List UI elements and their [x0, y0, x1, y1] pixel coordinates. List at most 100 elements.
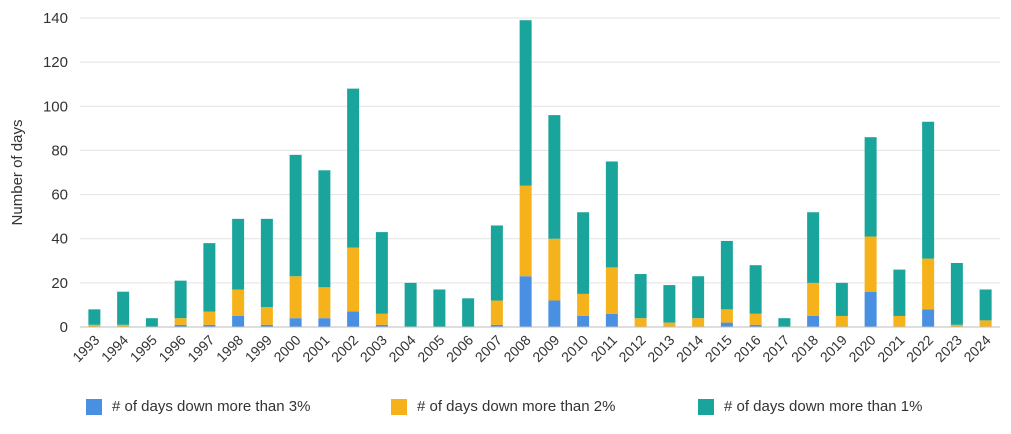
y-tick-label: 0	[60, 319, 68, 336]
bar-segment-1995-s2	[145, 318, 158, 327]
bar-segment-2000-s1	[289, 276, 302, 319]
bar-segment-2011-s2	[605, 161, 618, 268]
bar-segment-1996-s2	[174, 280, 187, 319]
bar-segment-2003-s1	[375, 313, 388, 325]
bar-segment-2003-s2	[375, 232, 388, 314]
x-tick-label: 2017	[759, 332, 792, 365]
x-tick-label: 2021	[874, 332, 907, 365]
bar-segment-1999-s1	[260, 307, 273, 325]
bar-segment-2008-s1	[519, 185, 532, 277]
x-tick-label: 2015	[702, 332, 735, 365]
bar-segment-1996-s0	[174, 324, 187, 327]
x-tick-label: 2004	[385, 332, 418, 365]
x-tick-label: 2016	[730, 332, 763, 365]
bar-segment-2008-s0	[519, 276, 532, 327]
x-tick-label: 2008	[500, 332, 533, 365]
bar-segment-2009-s2	[548, 115, 561, 239]
y-tick-label: 20	[51, 275, 68, 292]
x-tick-label: 2022	[903, 332, 936, 365]
x-tick-label: 1999	[242, 332, 275, 365]
x-tick-label: 2010	[558, 332, 591, 365]
legend-label-1pct: # of days down more than 1%	[724, 398, 923, 415]
bar-segment-2007-s2	[490, 225, 503, 301]
bar-segment-2013-s1	[663, 322, 676, 327]
x-tick-label: 2018	[788, 332, 821, 365]
legend: # of days down more than 3% # of days do…	[0, 398, 1011, 422]
x-tick-label: 2007	[472, 332, 505, 365]
x-tick-label: 2011	[587, 332, 620, 365]
bar-segment-2008-s2	[519, 20, 532, 186]
bar-segment-2019-s1	[835, 315, 848, 327]
bar-segment-2010-s1	[577, 293, 590, 316]
y-tick-label: 120	[43, 54, 68, 71]
bar-segment-1996-s1	[174, 318, 187, 325]
bar-segment-2024-s1	[979, 320, 992, 327]
bar-segment-2023-s1	[950, 324, 963, 327]
x-tick-label: 2019	[817, 332, 850, 365]
legend-label-3pct: # of days down more than 3%	[112, 398, 311, 415]
bar-segment-2011-s0	[605, 313, 618, 327]
bar-segment-1997-s0	[203, 324, 216, 327]
bar-segment-2001-s2	[318, 170, 331, 288]
bar-segment-2015-s1	[720, 309, 733, 323]
bar-segment-2009-s0	[548, 300, 561, 327]
x-tick-label: 2009	[529, 332, 562, 365]
bar-segment-2020-s2	[864, 137, 877, 237]
bar-segment-2014-s1	[692, 318, 705, 327]
bar-segment-2016-s1	[749, 313, 762, 325]
legend-swatch-1pct	[698, 398, 714, 415]
bar-segment-2005-s2	[433, 289, 446, 327]
x-tick-label: 1997	[184, 332, 217, 365]
bar-segment-2015-s2	[720, 240, 733, 310]
bar-segment-1999-s2	[260, 218, 273, 308]
bar-segment-2014-s2	[692, 276, 705, 319]
bar-segment-2022-s2	[922, 121, 935, 259]
bar-segment-2016-s2	[749, 265, 762, 314]
bar-segment-2002-s0	[347, 311, 360, 327]
bar-segment-2010-s0	[577, 315, 590, 327]
legend-item-1pct: # of days down more than 1%	[698, 398, 922, 415]
x-tick-label: 2003	[357, 332, 390, 365]
gridlines	[80, 17, 1000, 284]
x-tick-label: 1998	[213, 332, 246, 365]
bar-segment-1998-s0	[232, 315, 245, 327]
x-tick-label: 2014	[673, 332, 706, 365]
x-tick-label: 2020	[845, 332, 878, 365]
bar-segment-2001-s1	[318, 287, 331, 319]
bar-segment-2017-s2	[778, 318, 791, 327]
bar-segment-2007-s0	[490, 324, 503, 327]
x-tick-label: 2024	[960, 332, 993, 365]
bar-segment-2020-s1	[864, 236, 877, 292]
bar-segment-2012-s1	[634, 318, 647, 327]
bar-segment-1994-s2	[117, 291, 130, 325]
bar-segment-2022-s1	[922, 258, 935, 310]
x-tick-label: 2001	[299, 332, 332, 365]
bar-segment-2001-s0	[318, 318, 331, 327]
x-tick-label: 2002	[328, 332, 361, 365]
bar-segment-2000-s0	[289, 318, 302, 327]
legend-item-2pct: # of days down more than 2%	[391, 398, 615, 415]
y-tick-label: 100	[43, 98, 68, 115]
x-tick-label: 2023	[932, 332, 965, 365]
y-axis-label: Number of days	[9, 120, 26, 226]
bar-segment-1993-s1	[88, 324, 101, 327]
bar-segment-2018-s0	[807, 315, 820, 327]
bar-segment-1993-s2	[88, 309, 101, 325]
x-tick-label: 2013	[644, 332, 677, 365]
bar-segment-1997-s1	[203, 311, 216, 325]
bar-segment-1994-s1	[117, 324, 130, 327]
legend-swatch-3pct	[86, 398, 102, 415]
bar-segment-1998-s2	[232, 218, 245, 290]
bar-segment-2018-s1	[807, 282, 820, 316]
y-axis-ticks: 0 20 40 60 80 100 120 140	[43, 10, 68, 336]
y-tick-label: 80	[51, 142, 68, 159]
y-tick-label: 40	[51, 231, 68, 248]
bar-segment-2015-s0	[720, 322, 733, 327]
bar-segment-2002-s2	[347, 88, 360, 248]
bar-segment-1999-s0	[260, 324, 273, 327]
bar-segment-2000-s2	[289, 154, 302, 277]
bar-segment-2006-s2	[462, 298, 475, 327]
x-axis-ticks: 1993199419951996199719981999200020012002…	[69, 332, 994, 365]
x-tick-label: 1996	[155, 332, 188, 365]
